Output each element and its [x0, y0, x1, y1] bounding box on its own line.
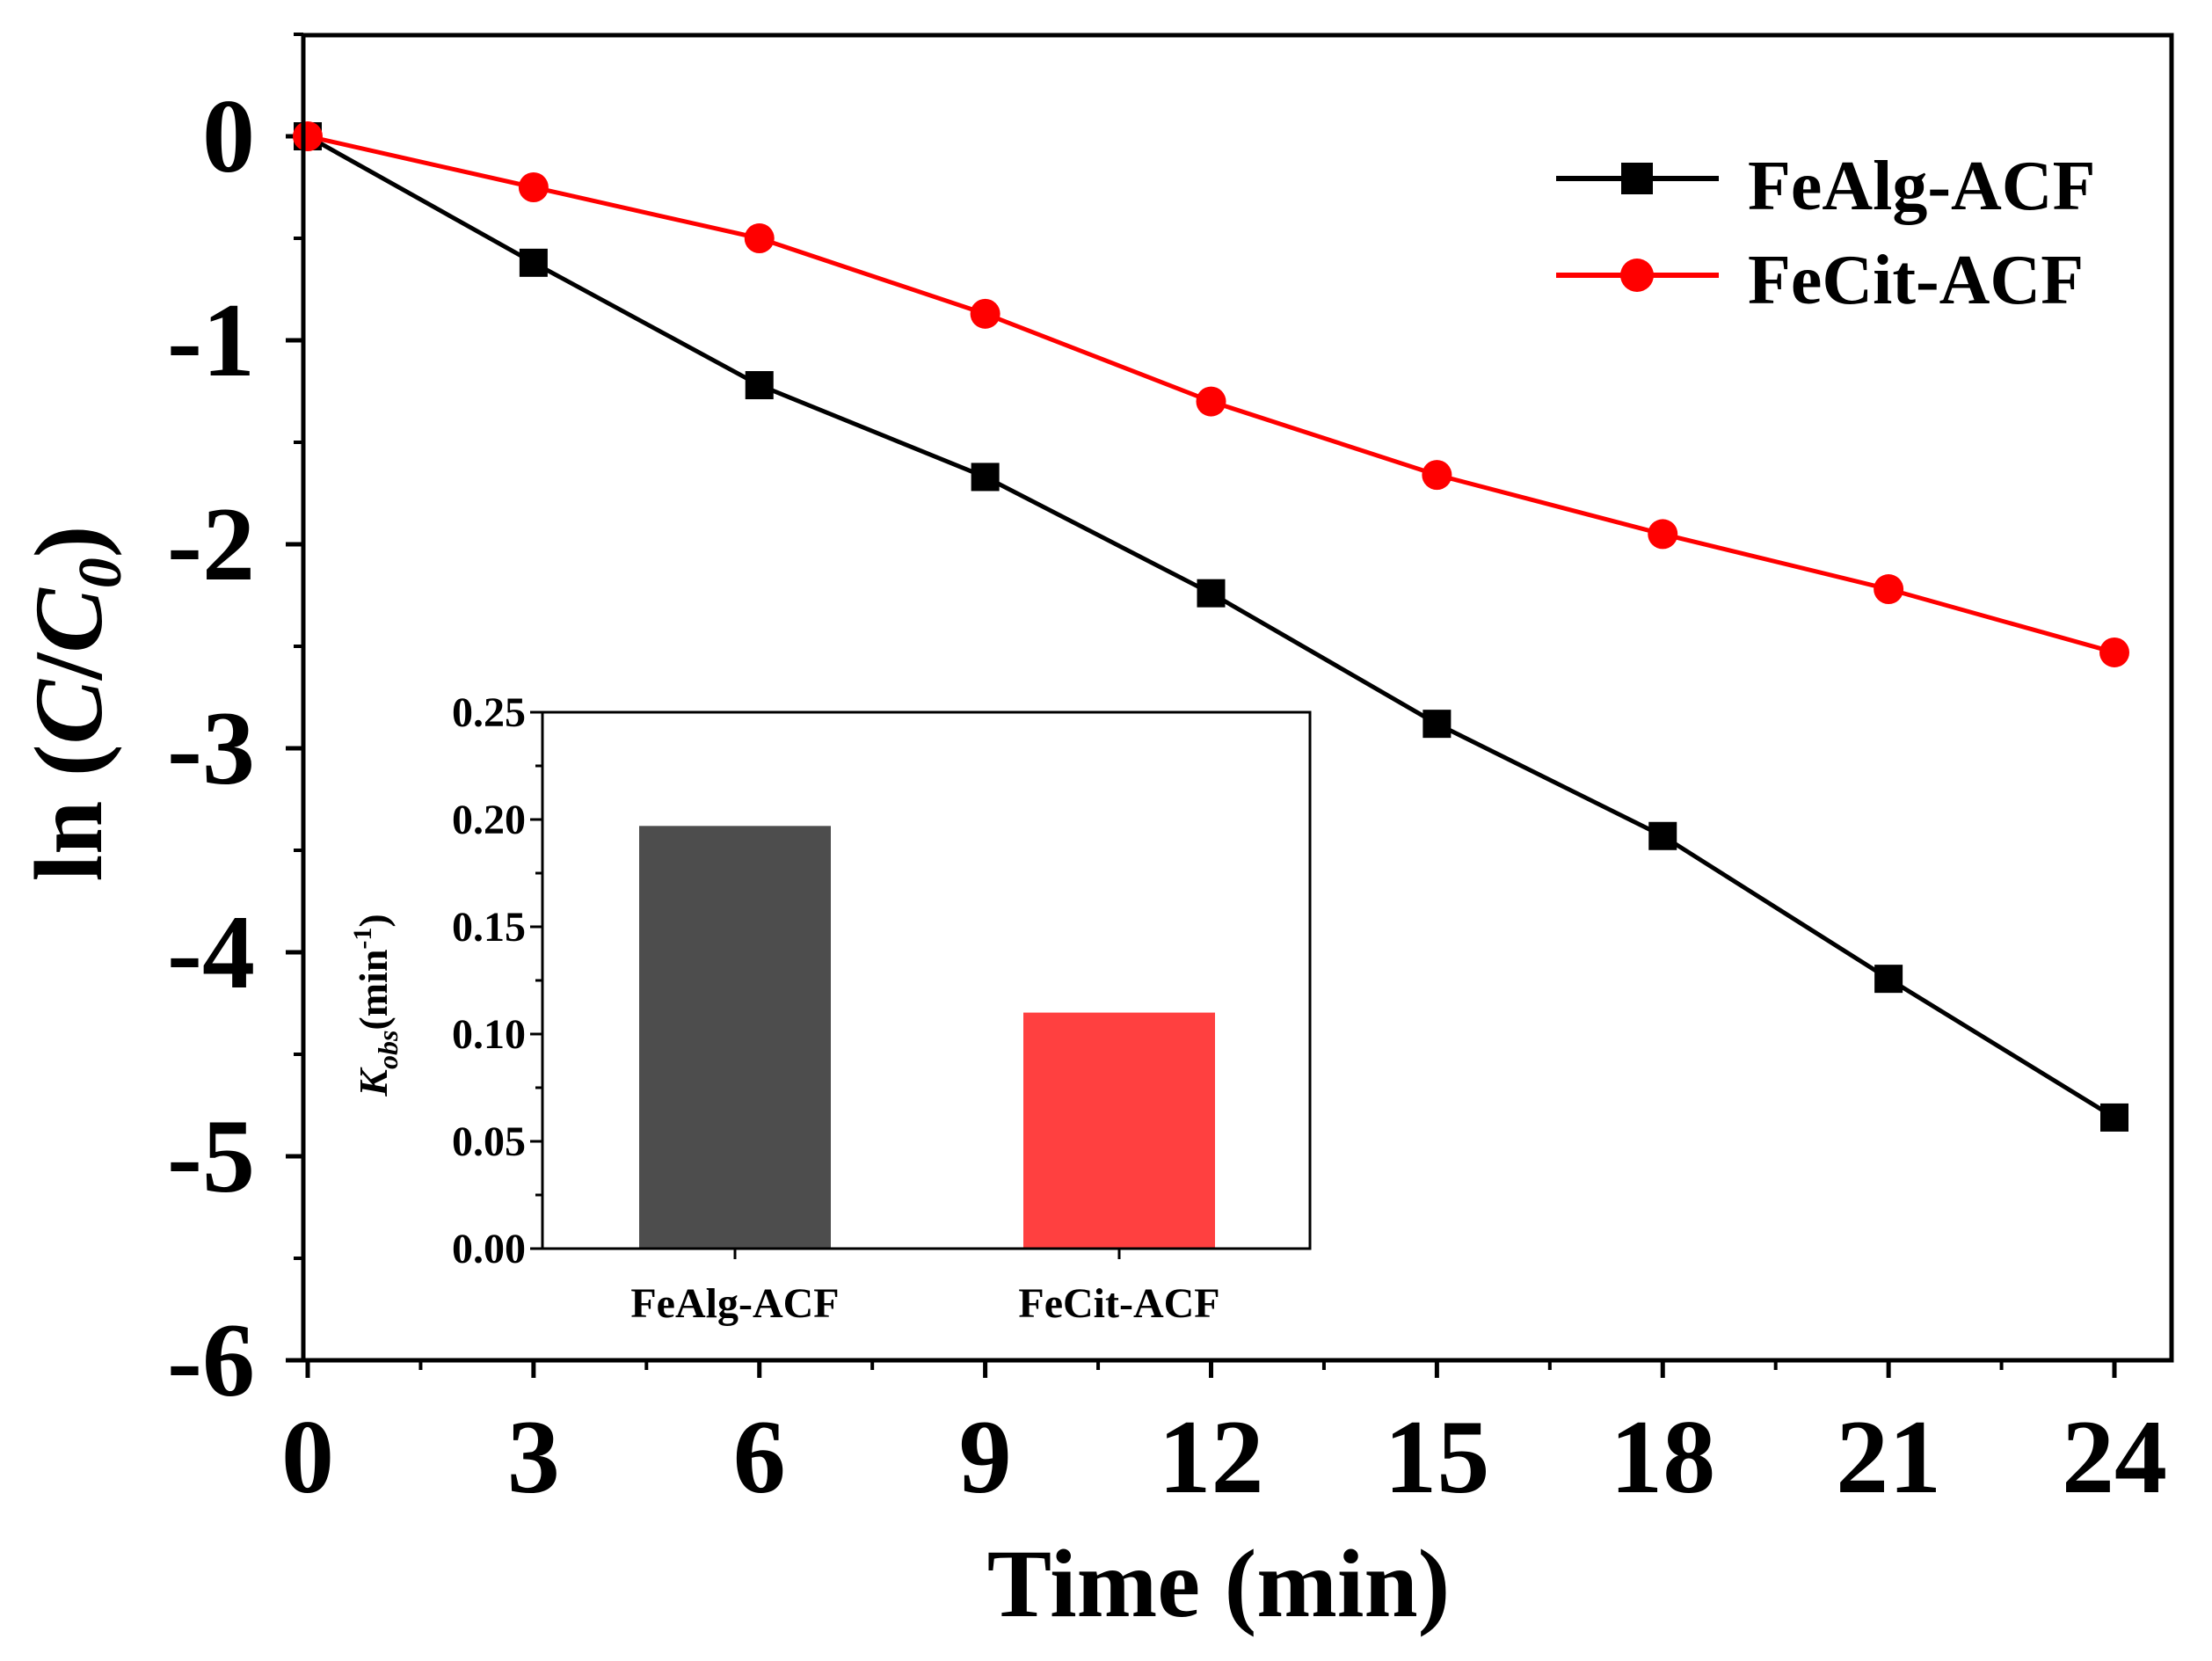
- x-tick-label: 0: [281, 1398, 334, 1515]
- y-axis-label-subscript: 0: [67, 557, 135, 588]
- legend-entry-fealg: FeAlg-ACF: [1556, 148, 2095, 225]
- inset-y-tick-label: 0.05: [452, 1118, 526, 1165]
- x-tick-label: 21: [1836, 1398, 1941, 1515]
- legend-label-fealg: FeAlg-ACF: [1748, 148, 2095, 225]
- data-point-fecit: [970, 298, 1000, 329]
- y-tick-label: 0: [202, 77, 255, 194]
- inset-x-tick-label: FeCit-ACF: [1018, 1280, 1219, 1327]
- inset-plot-frame: [541, 710, 1312, 1250]
- inset-y-tick-label: 0.25: [452, 689, 526, 736]
- x-tick-label: 3: [507, 1398, 560, 1515]
- y-tick-label: -1: [167, 281, 255, 398]
- y-axis-label-slash: /: [15, 652, 122, 681]
- inset-bar-fealg: [639, 826, 831, 1249]
- legend-entry-fecit: FeCit-ACF: [1556, 242, 2084, 319]
- y-axis-label-suffix: ): [15, 526, 122, 558]
- inset-y-tick-label: 0.20: [452, 797, 526, 843]
- data-point-fecit: [1648, 519, 1678, 550]
- data-point-fecit: [1196, 386, 1226, 417]
- inset-bars-layer: [639, 826, 1215, 1249]
- inset-y-tick-label: 0.10: [452, 1011, 526, 1058]
- data-point-fealg: [2100, 1103, 2128, 1132]
- x-tick-label: 18: [1610, 1398, 1715, 1515]
- inset-y-label-sub: obs: [372, 1031, 404, 1069]
- y-tick-label: -5: [167, 1097, 255, 1214]
- data-point-fealg: [1423, 710, 1452, 739]
- y-tick-label: -3: [167, 689, 255, 806]
- inset-axis-ticks: 0.00 0.05 0.10 0.15 0.20 0.25 FeAlg-ACF FeCit-A…: [452, 689, 1220, 1327]
- data-point-fealg: [519, 248, 548, 277]
- data-point-fecit: [1874, 574, 1904, 605]
- data-point-fealg: [1648, 821, 1677, 850]
- inset-y-tick-label: 0.15: [452, 904, 526, 951]
- main-series-layer: [293, 121, 2129, 1132]
- main-axis-ticks: 0 3 6 9 12 15 18 21 24 0 -1 -2 -3 -4 -5 -6: [167, 33, 2167, 1515]
- inset-y-label-close: ): [351, 914, 396, 927]
- y-axis-label-c: C: [15, 679, 122, 745]
- inset-y-axis-label: Kobs(min-1): [348, 914, 404, 1096]
- y-tick-label: -2: [167, 485, 255, 602]
- data-point-fecit: [1422, 460, 1452, 491]
- y-axis-label-prefix: ln (: [15, 745, 122, 882]
- data-point-fecit: [518, 172, 549, 202]
- inset-y-label-sup: -1: [348, 928, 377, 950]
- y-tick-label: -4: [167, 893, 255, 1010]
- data-point-fealg: [1197, 579, 1226, 608]
- main-plot-frame: [301, 33, 2174, 1363]
- legend-label-fecit: FeCit-ACF: [1748, 242, 2084, 319]
- legend-marker-circle: [1620, 259, 1654, 292]
- data-point-fealg: [745, 371, 774, 400]
- y-axis-label-c0: C: [15, 587, 122, 653]
- legend-marker-square: [1621, 163, 1653, 194]
- x-tick-label: 24: [2062, 1398, 2167, 1515]
- x-tick-label: 15: [1384, 1398, 1489, 1515]
- y-axis-label: ln (C/C0): [15, 526, 135, 882]
- data-point-fecit: [744, 223, 775, 253]
- inset-bar-fecit: [1023, 1012, 1215, 1249]
- y-tick-label: -6: [167, 1301, 255, 1418]
- legend: FeAlg-ACF FeCit-ACF: [1556, 148, 2095, 319]
- x-tick-label: 6: [733, 1398, 786, 1515]
- data-point-fecit: [293, 121, 323, 151]
- inset-x-tick-label: FeAlg-ACF: [630, 1280, 839, 1327]
- x-tick-label: 9: [959, 1398, 1012, 1515]
- inset-y-label-unit: (min: [351, 950, 396, 1031]
- x-tick-label: 12: [1159, 1398, 1264, 1515]
- inset-y-tick-label: 0.00: [452, 1226, 526, 1272]
- data-point-fealg: [1874, 965, 1903, 994]
- data-point-fecit: [2099, 637, 2129, 667]
- data-point-fealg: [971, 463, 1000, 492]
- x-axis-label: Time (min): [987, 1530, 1451, 1637]
- inset-y-label-k: K: [351, 1067, 396, 1097]
